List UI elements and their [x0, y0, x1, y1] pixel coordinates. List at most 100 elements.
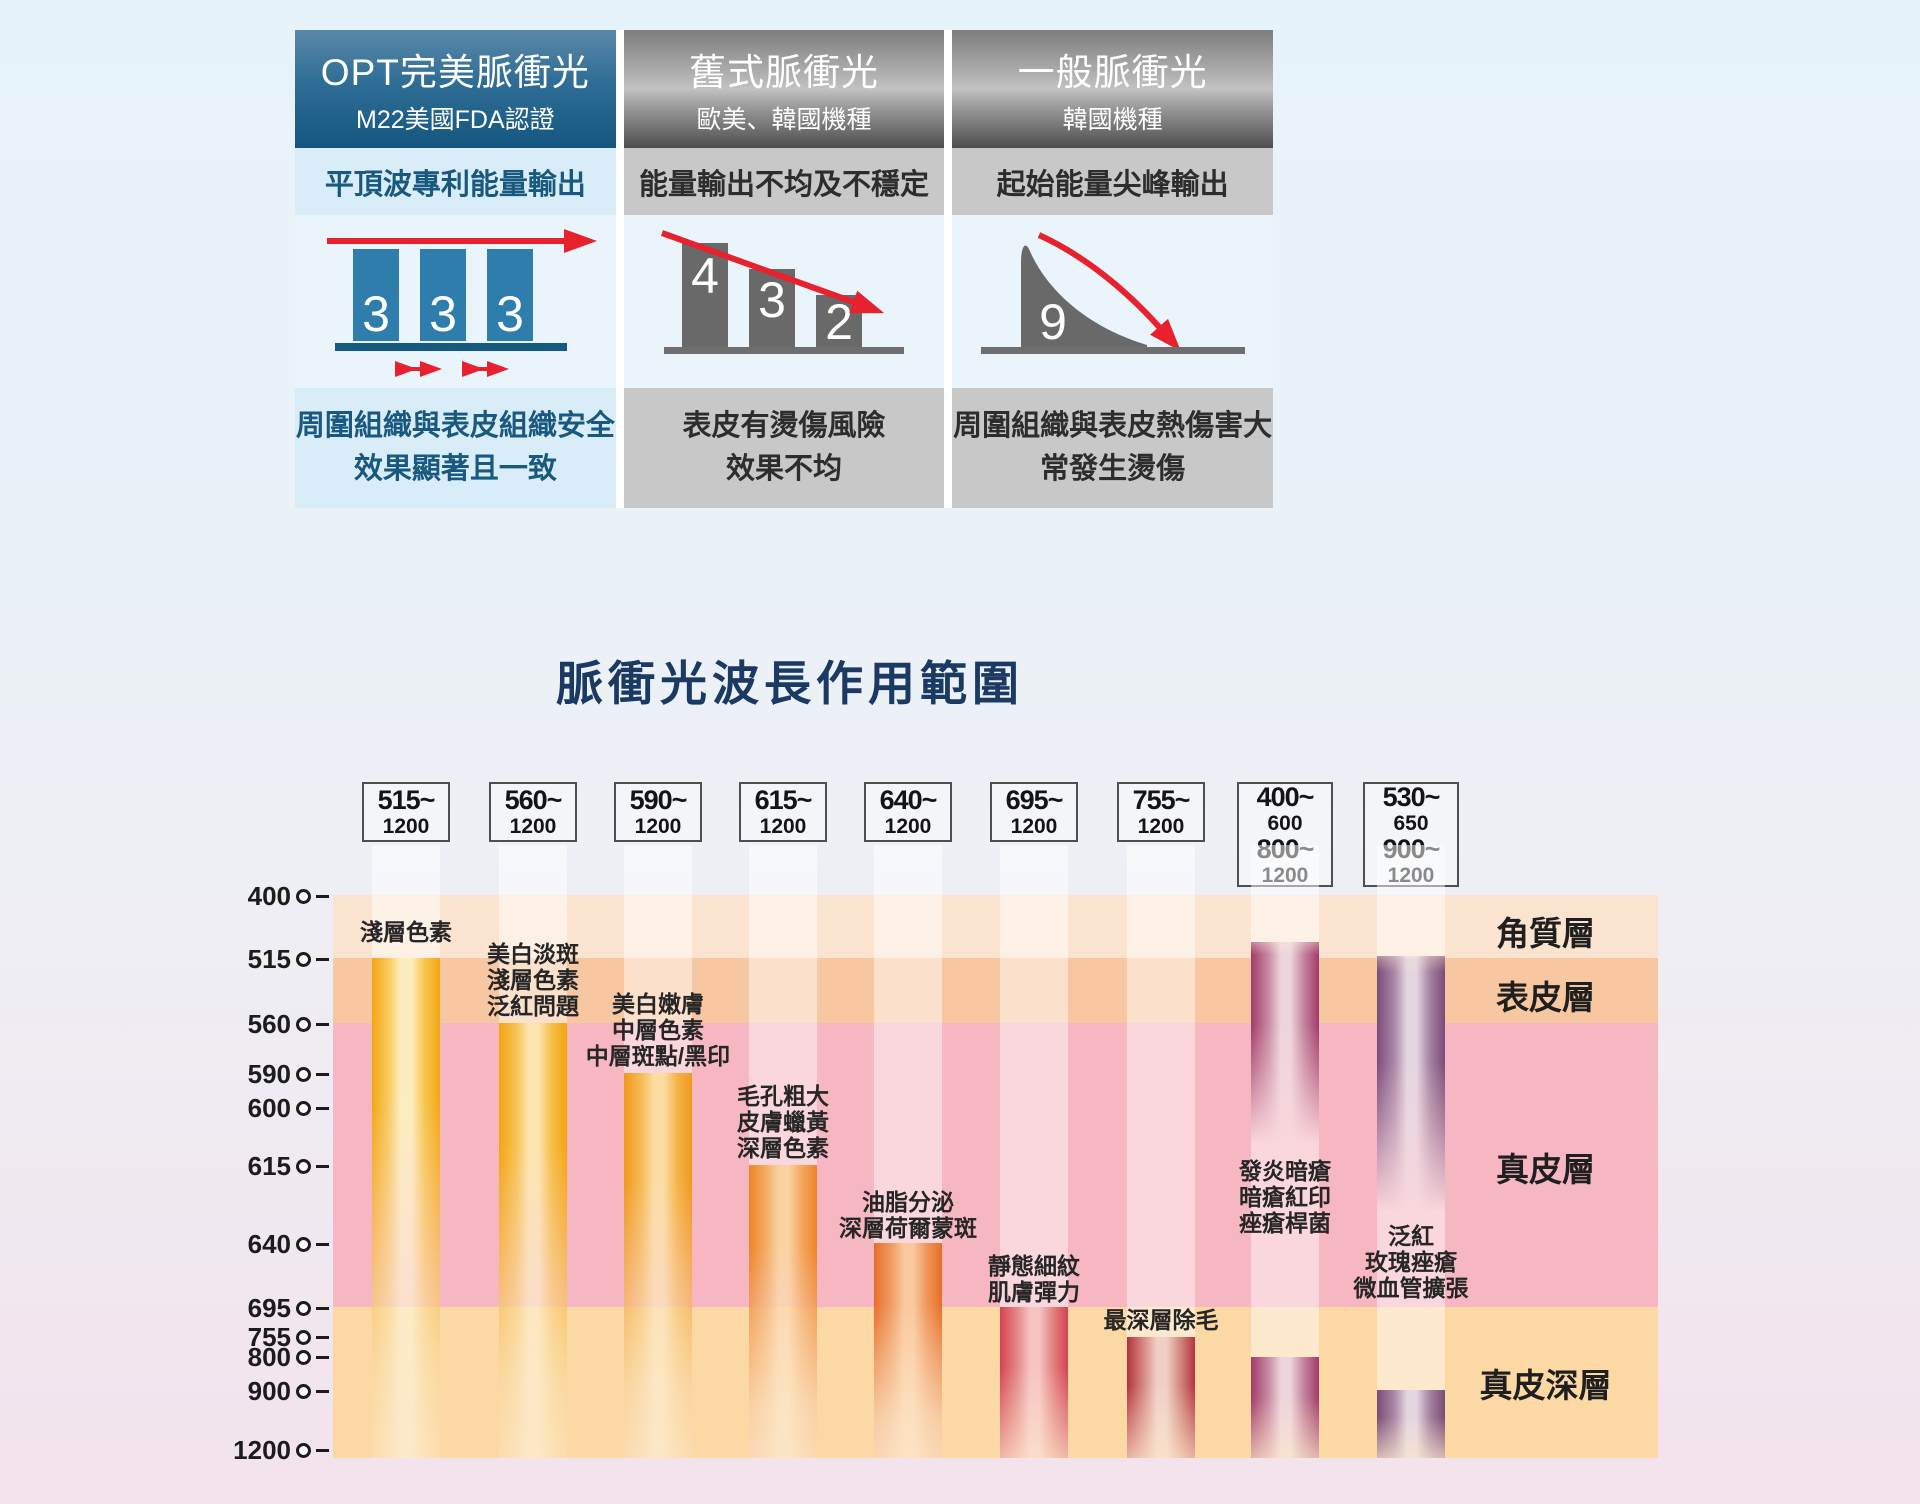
- ipl-bar-755-1200: [1127, 1337, 1195, 1458]
- tick-dash-icon: [316, 958, 329, 961]
- column-stub: [749, 845, 817, 895]
- ipl-bar-515-1200: [372, 958, 440, 1458]
- tick-dash-icon: [316, 895, 329, 898]
- tick-dash-icon: [316, 1307, 329, 1310]
- tick-label: 755: [247, 1322, 291, 1352]
- tick-circle-icon: [296, 1067, 311, 1082]
- y-axis-tick: 615: [175, 1151, 329, 1182]
- tick-circle-icon: [296, 1443, 311, 1458]
- tick-label: 515: [247, 944, 291, 974]
- range-start: 590~: [629, 785, 688, 815]
- pulse-value: 3: [362, 286, 390, 342]
- column-stub: [1000, 845, 1068, 895]
- wavelength-range-box: 515~ 1200: [362, 782, 450, 842]
- skin-layer-band-stratum-corneum: [333, 895, 1658, 958]
- tick-circle-icon: [296, 1301, 311, 1316]
- tick-dash-icon: [316, 1356, 329, 1359]
- range-start: 400~: [1256, 781, 1315, 812]
- skin-layer-label: 真皮層: [1496, 1151, 1595, 1188]
- wavelength-range-box: 615~ 1200: [739, 782, 827, 842]
- tick-label: 600: [247, 1093, 291, 1123]
- pulse-value: 4: [691, 248, 719, 304]
- tick-circle-icon: [296, 1101, 311, 1116]
- y-axis-tick: 800: [175, 1342, 329, 1373]
- tick-label: 900: [247, 1376, 291, 1406]
- baseline-bar: [664, 347, 904, 354]
- y-axis-tick: 560: [175, 1009, 329, 1040]
- tick-dash-icon: [316, 1165, 329, 1168]
- decay-energy-arrow-icon: [1037, 232, 1181, 352]
- feature-cell: 起始能量尖峰輸出: [952, 148, 1274, 215]
- range-start: 515~: [377, 785, 436, 815]
- bar-indication-label: 發炎暗瘡 暗瘡紅印 痤瘡桿菌: [1239, 1158, 1331, 1236]
- tick-circle-icon: [296, 1237, 311, 1252]
- y-axis-tick: 590: [175, 1059, 329, 1090]
- flat-top-pulse-chart-icon: 3 3 3: [327, 229, 598, 377]
- bar-indication-label: 最深層除毛: [1103, 1307, 1219, 1333]
- tick-label: 1200: [233, 1435, 291, 1465]
- result-cell: 周圍組織與表皮組織安全 效果顯著且一致: [295, 388, 616, 508]
- pulse-diagram-opt: 3 3 3: [295, 215, 616, 388]
- ipl-bar-800-1200: [1251, 1357, 1319, 1458]
- chart-title: 脈衝光波長作用範圍: [556, 657, 1024, 710]
- range-start: 615~: [754, 785, 813, 815]
- wavelength-range-box: 640~ 1200: [864, 782, 952, 842]
- tick-label: 560: [247, 1009, 291, 1039]
- tick-circle-icon: [296, 1384, 311, 1399]
- tick-dash-icon: [316, 1107, 329, 1110]
- feature-cell: 平頂波專利能量輸出: [295, 148, 616, 215]
- ipl-bar-615-1200: [749, 1165, 817, 1458]
- result-line: 效果不均: [726, 453, 843, 485]
- wavelength-range-box: 560~ 1200: [489, 782, 577, 842]
- result-line: 效果顯著且一致: [353, 453, 557, 485]
- result-line: 表皮有燙傷風險: [682, 409, 886, 442]
- column-stub: [874, 845, 942, 895]
- result-line: 周圍組織與表皮組織安全: [295, 409, 615, 442]
- y-axis-tick: 1200: [175, 1435, 329, 1466]
- ipl-bar-590-1200: [624, 1073, 692, 1458]
- y-axis-tick: 695: [175, 1293, 329, 1324]
- column-stub: [1127, 845, 1195, 895]
- ipl-bar-400-600: [1251, 942, 1319, 1150]
- tick-circle-icon: [296, 1330, 311, 1345]
- skin-layer-label: 真皮深層: [1479, 1367, 1612, 1404]
- declining-energy-arrow-icon: [660, 230, 885, 314]
- baseline-bar: [335, 343, 568, 351]
- range-start: 755~: [1132, 785, 1191, 815]
- column-stub: [372, 845, 440, 895]
- decay-shape: [1020, 245, 1147, 347]
- y-axis-tick: 755: [175, 1322, 329, 1353]
- comparison-column-general: 一般脈衝光 韓國機種 起始能量尖峰輸出 9 周圍組織與表皮熱傷害大 常發生燙傷: [952, 30, 1274, 508]
- column-subtitle: 韓國機種: [1062, 106, 1163, 134]
- y-axis-tick: 515: [175, 944, 329, 975]
- column-header-opt: OPT完美脈衝光 M22美國FDA認證: [295, 30, 616, 148]
- y-axis-tick: 400: [175, 881, 329, 912]
- bar-indication-label: 毛孔粗大 皮膚蠟黃 深層色素: [737, 1083, 829, 1161]
- column-subtitle: M22美國FDA認證: [356, 106, 555, 134]
- tick-dash-icon: [316, 1336, 329, 1339]
- column-header-old: 舊式脈衝光 歐美、韓國機種: [623, 30, 945, 148]
- column-stub: [624, 845, 692, 895]
- pulse-value: 3: [496, 286, 524, 342]
- tick-dash-icon: [316, 1073, 329, 1076]
- tick-label: 695: [247, 1293, 291, 1323]
- pulse-value: 9: [1039, 294, 1067, 350]
- comparison-table: OPT完美脈衝光 M22美國FDA認證 平頂波專利能量輸出 3 3 3: [295, 30, 1274, 508]
- range-end: 1200: [884, 815, 932, 838]
- tick-label: 800: [247, 1342, 291, 1372]
- range-end: 1200: [509, 815, 557, 838]
- range-end: 1200: [382, 815, 430, 838]
- column-title: OPT完美脈衝光: [320, 52, 590, 93]
- tick-dash-icon: [316, 1390, 329, 1393]
- baseline-bar: [980, 347, 1245, 354]
- bar-indication-label: 油脂分泌 深層荷爾蒙斑: [839, 1189, 977, 1241]
- pulse-diagram-general: 9: [952, 215, 1274, 388]
- wavelength-range-box: 590~ 1200: [614, 782, 702, 842]
- column-stub: [499, 845, 567, 895]
- wavelength-range-box: 695~ 1200: [990, 782, 1078, 842]
- ipl-bar-900-1200: [1377, 1390, 1445, 1458]
- column-stub: [1251, 845, 1319, 895]
- pulse-value: 3: [758, 272, 786, 328]
- bar-indication-label: 泛紅 玫瑰痤瘡 微血管擴張: [1353, 1223, 1469, 1301]
- bar-indication-label: 淺層色素: [360, 919, 452, 945]
